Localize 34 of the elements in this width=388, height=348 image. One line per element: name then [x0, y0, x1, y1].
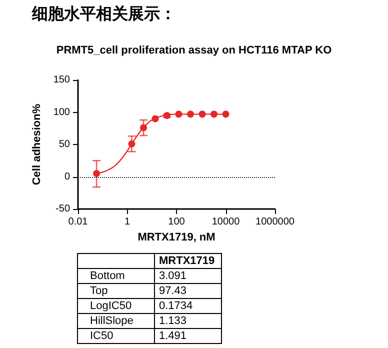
x-tick-label: 100 — [168, 216, 186, 228]
y-tick-label: -50 — [56, 204, 70, 214]
x-axis-title: MRTX1719, nM — [138, 231, 216, 244]
text: IC50 — [78, 328, 154, 344]
text: 1.133 — [154, 314, 222, 328]
point — [128, 140, 136, 148]
text: 0.1734 — [154, 298, 222, 314]
chart-title: 细胞水平相关展示： — [32, 4, 176, 25]
x-tick-label: 0.01 — [68, 216, 88, 228]
point — [198, 110, 206, 118]
y-tick-label: 100 — [53, 106, 70, 118]
x-tick-label: 1000000 — [256, 216, 295, 228]
point — [210, 110, 218, 118]
y-tick-label: 50 — [58, 139, 70, 150]
point — [222, 110, 230, 118]
y-tick-label: 0 — [64, 171, 70, 182]
y-axis-title: Cell adhesion% — [30, 104, 43, 186]
point — [164, 112, 171, 119]
point — [152, 115, 159, 122]
text: 97.43 — [154, 284, 222, 298]
point — [175, 110, 182, 118]
point — [140, 124, 147, 132]
text: 1.491 — [154, 328, 222, 344]
y-tick-label: 150 — [53, 74, 70, 86]
text: HillSlope — [78, 314, 154, 328]
text: Top — [78, 284, 154, 298]
text: Bottom — [78, 268, 154, 284]
point — [187, 110, 194, 118]
text: 3.091 — [154, 268, 222, 284]
x-tick-label: 10000 — [212, 216, 240, 228]
text: MRTX1719 — [154, 254, 222, 268]
text: LogIC50 — [78, 298, 154, 314]
chart-subtitle: PRMT5_cell proliferation assay on HCT116 MTAP KO — [56, 44, 332, 56]
x-tick-label: 1 — [124, 216, 130, 228]
